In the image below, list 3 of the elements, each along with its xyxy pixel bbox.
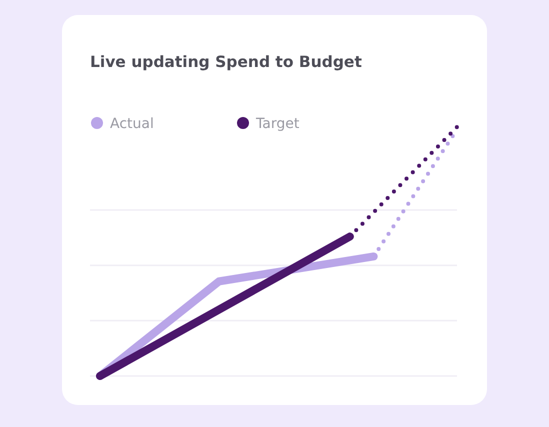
legend-label: Actual [110, 116, 154, 132]
legend-label: Target [255, 116, 300, 132]
chart-title: Live updating Spend to Budget [90, 53, 362, 71]
